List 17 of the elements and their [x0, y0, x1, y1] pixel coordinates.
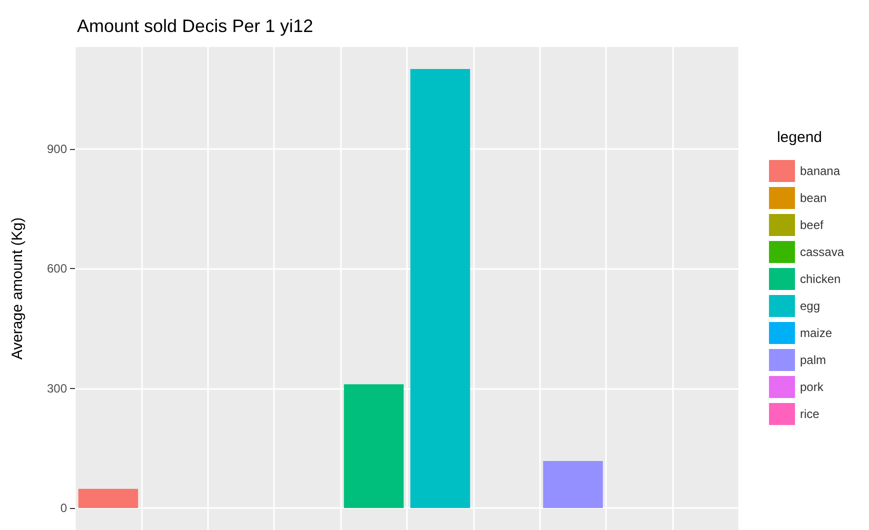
chart-title: Amount sold Decis Per 1 yi12: [77, 16, 314, 36]
y-tick-label: 300: [46, 381, 68, 396]
legend-label: rice: [800, 407, 820, 421]
legend-label: banana: [800, 164, 840, 178]
y-tick-label: 900: [46, 142, 68, 156]
y-axis-title: Average amount (Kg): [9, 217, 26, 360]
legend-label: chicken: [800, 272, 841, 286]
legend-label: maize: [800, 326, 832, 340]
legend-title: legend: [776, 129, 822, 146]
y-tick-label: 600: [46, 262, 68, 276]
legend-label: bean: [800, 191, 827, 205]
legend-label: beef: [800, 218, 824, 232]
legend-label: cassava: [800, 245, 844, 259]
y-tick-label: 0: [60, 501, 68, 516]
legend-label: palm: [800, 353, 826, 367]
legend-label: pork: [800, 380, 824, 394]
legend-label: egg: [800, 299, 820, 313]
